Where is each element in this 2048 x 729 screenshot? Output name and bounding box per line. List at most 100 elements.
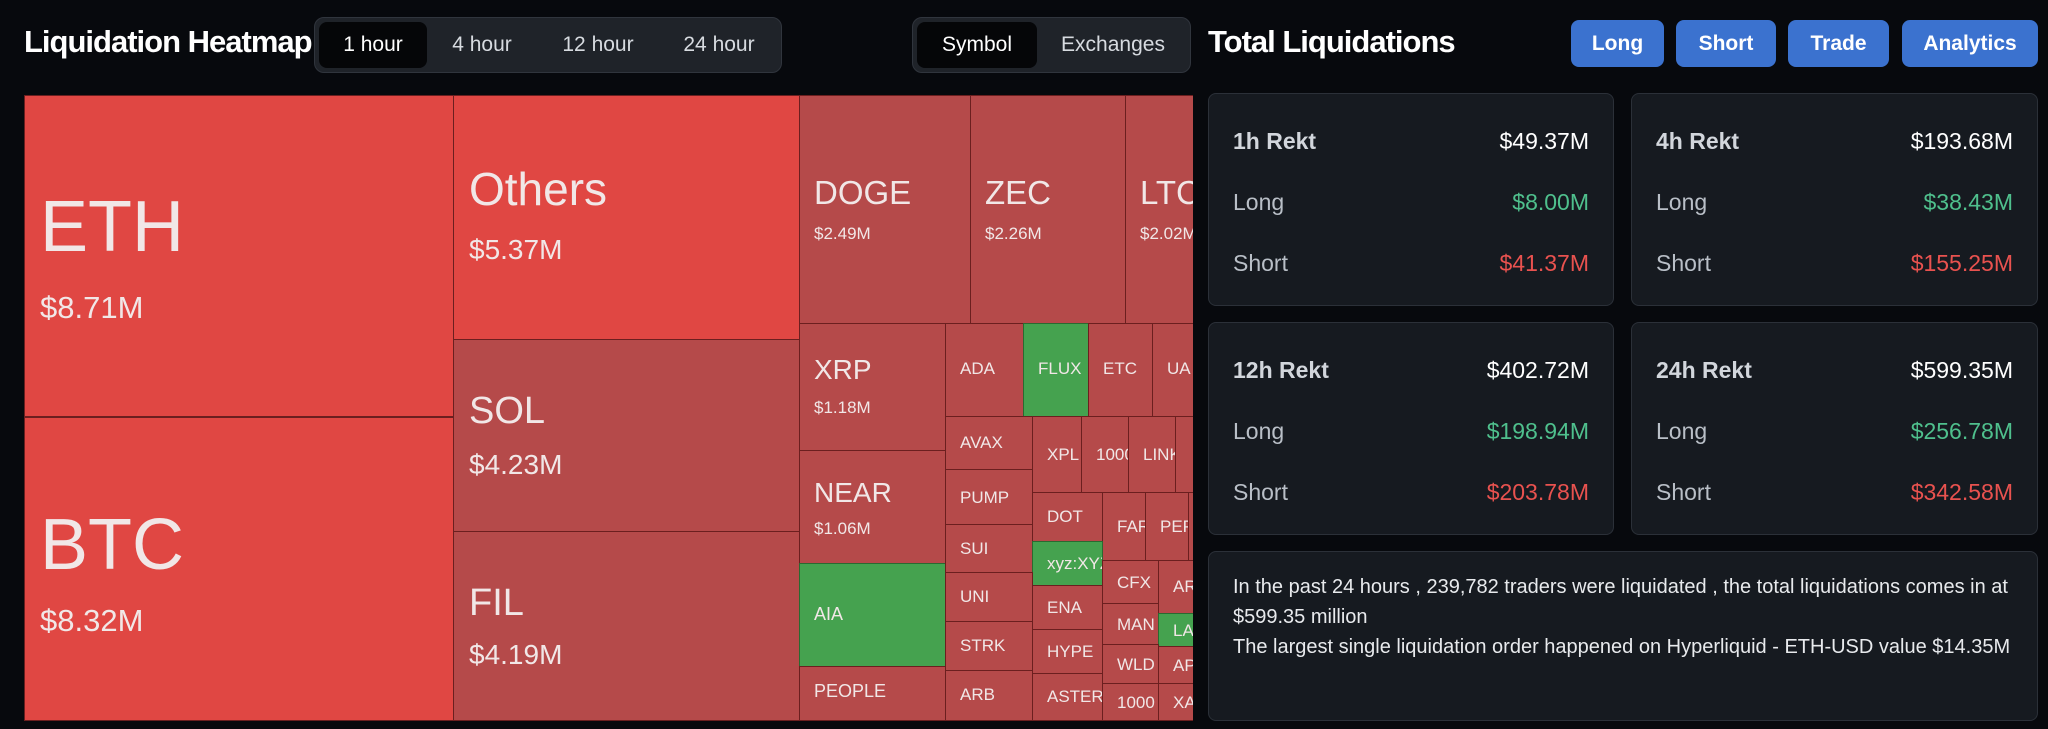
- cell-symbol: AIA: [814, 604, 844, 624]
- cell-symbol: LINK: [1143, 445, 1175, 464]
- cell-symbol: XRP: [814, 354, 872, 385]
- heatmap-cell-wld[interactable]: WLD: [1102, 644, 1159, 684]
- long-button[interactable]: Long: [1571, 20, 1664, 67]
- heatmap-cell-1000-b[interactable]: 1000: [1102, 683, 1159, 721]
- cell-symbol: PEOPLE: [814, 681, 887, 701]
- heatmap-cell-la[interactable]: LA: [1158, 613, 1193, 647]
- long-value: $8.00M: [1512, 189, 1589, 215]
- heatmap-cell-others[interactable]: Others $5.37M: [453, 95, 800, 340]
- heatmap-cell-aia[interactable]: AIA: [799, 563, 946, 667]
- cell-symbol: ARB: [960, 685, 995, 704]
- card-total: $599.35M: [1910, 357, 2013, 383]
- cell-symbol: XPL: [1047, 445, 1080, 464]
- heatmap-cell-link[interactable]: LINK: [1128, 416, 1176, 493]
- cell-symbol: UNI: [960, 587, 990, 606]
- heatmap-cell-ltc[interactable]: LTC $2.02M: [1125, 95, 1193, 324]
- cell-symbol: BTC: [40, 505, 184, 585]
- heatmap-cell-pump[interactable]: PUMP: [945, 469, 1033, 525]
- rekt-card-4h: 4h Rekt $193.68M Long $38.43M Short $155.25…: [1631, 93, 2038, 306]
- heatmap-cell-ua[interactable]: UA: [1152, 323, 1193, 417]
- heatmap-cell-eth[interactable]: ETH $8.71M: [24, 95, 454, 417]
- cell-symbol: 1000: [1096, 445, 1128, 464]
- heatmap-cell-etc[interactable]: ETC: [1088, 323, 1153, 417]
- heatmap-cell-ar[interactable]: AR: [1158, 560, 1193, 614]
- cell-symbol: Others: [469, 163, 608, 215]
- cell-symbol: ADA: [960, 359, 995, 378]
- cell-symbol: PEP: [1160, 517, 1188, 536]
- heatmap-cell-aster[interactable]: ASTER: [1032, 673, 1103, 721]
- long-label: Long: [1233, 189, 1285, 215]
- heatmap-cell-tiny[interactable]: [1188, 492, 1193, 561]
- heatmap-cell-ena[interactable]: ENA: [1032, 585, 1103, 630]
- heatmap-cell-avax[interactable]: AVAX: [945, 416, 1033, 470]
- timeframe-4-hour[interactable]: 4 hour: [452, 33, 512, 56]
- card-label: 12h Rekt: [1233, 357, 1329, 383]
- cell-symbol: SUI: [960, 539, 989, 558]
- analytics-button[interactable]: Analytics: [1902, 20, 2038, 67]
- tab-exchanges[interactable]: Exchanges: [1061, 33, 1165, 56]
- heatmap-cell-hype[interactable]: HYPE: [1032, 629, 1103, 674]
- summary-line-2: The largest single liquidation order hap…: [1233, 636, 2011, 658]
- heatmap-cell-btc[interactable]: BTC $8.32M: [24, 417, 454, 721]
- total-liquidations-title: Total Liquidations: [1208, 24, 1456, 59]
- heatmap-cell-small[interactable]: [1175, 416, 1193, 493]
- heatmap-cell-fil[interactable]: FIL $4.19M: [453, 531, 800, 721]
- heatmap-cell-xrp[interactable]: XRP $1.18M: [799, 323, 946, 451]
- heatmap-cell-near[interactable]: NEAR $1.06M: [799, 450, 946, 564]
- long-value: $198.94M: [1486, 418, 1589, 444]
- summary-line-1: In the past 24 hours , 239,782 traders w…: [1233, 576, 2008, 628]
- long-label: Long: [1656, 189, 1708, 215]
- heatmap-cell-uni[interactable]: UNI: [945, 572, 1033, 622]
- cell-value: $8.32M: [40, 603, 144, 638]
- long-label: Long: [1233, 418, 1285, 444]
- cell-symbol: DOGE: [814, 174, 912, 211]
- long-label: Long: [1656, 418, 1708, 444]
- heatmap-cell-people[interactable]: PEOPLE: [799, 666, 946, 721]
- heatmap-cell-dot[interactable]: DOT: [1032, 492, 1103, 542]
- heatmap-cell-ada[interactable]: ADA: [945, 323, 1024, 417]
- tab-symbol[interactable]: Symbol: [917, 22, 1037, 68]
- cell-symbol: SOL: [469, 390, 546, 432]
- cell-value: $1.18M: [814, 398, 871, 417]
- heatmap-cell-far[interactable]: FAR: [1102, 492, 1146, 561]
- heatmap-cell-man[interactable]: MAN: [1102, 603, 1159, 645]
- heatmap-cell-ap[interactable]: AP: [1158, 646, 1193, 684]
- short-value: $203.78M: [1486, 479, 1589, 505]
- short-label: Short: [1656, 250, 1711, 276]
- heatmap-cell-strk[interactable]: STRK: [945, 621, 1033, 671]
- cell-symbol: WLD: [1117, 655, 1155, 674]
- cell-symbol: NEAR: [814, 477, 892, 508]
- cell-symbol: AP: [1173, 656, 1193, 675]
- timeframe-1-hour[interactable]: 1 hour: [319, 22, 427, 68]
- timeframe-selector: 1 hour 4 hour 12 hour 24 hour: [314, 17, 782, 73]
- heatmap-cell-flux[interactable]: FLUX: [1023, 323, 1089, 417]
- cell-symbol: MAN: [1117, 615, 1155, 634]
- heatmap-cell-cfx[interactable]: CFX: [1102, 560, 1159, 604]
- timeframe-12-hour[interactable]: 12 hour: [562, 33, 634, 56]
- cell-value: $8.71M: [40, 290, 144, 325]
- heatmap-cell-sui[interactable]: SUI: [945, 524, 1033, 573]
- trade-button[interactable]: Trade: [1788, 20, 1889, 67]
- cell-symbol: AR: [1173, 577, 1193, 596]
- card-total: $49.37M: [1499, 128, 1589, 154]
- cell-symbol: XA: [1173, 693, 1193, 712]
- cell-value: $1.06M: [814, 519, 871, 538]
- short-label: Short: [1233, 250, 1288, 276]
- cell-value: $4.19M: [469, 639, 563, 670]
- heatmap-cell-xpl[interactable]: XPL: [1032, 416, 1082, 493]
- heatmap-cell-pep[interactable]: PEP: [1145, 492, 1189, 561]
- heatmap-cell-xyz[interactable]: xyz:XYZ: [1032, 541, 1103, 586]
- cell-symbol: FAR: [1117, 517, 1145, 536]
- heatmap-cell-xa[interactable]: XA: [1158, 683, 1193, 721]
- heatmap-cell-sol[interactable]: SOL $4.23M: [453, 339, 800, 532]
- rekt-card-24h: 24h Rekt $599.35M Long $256.78M Short $342.…: [1631, 322, 2038, 535]
- cell-symbol: ETC: [1103, 359, 1137, 378]
- timeframe-24-hour[interactable]: 24 hour: [683, 33, 755, 56]
- heatmap-cell-1000[interactable]: 1000: [1081, 416, 1129, 493]
- heatmap-cell-arb[interactable]: ARB: [945, 670, 1033, 721]
- cell-symbol: 1000: [1117, 693, 1155, 712]
- heatmap-cell-zec[interactable]: ZEC $2.26M: [970, 95, 1126, 324]
- short-button[interactable]: Short: [1676, 20, 1776, 67]
- heatmap-cell-doge[interactable]: DOGE $2.49M: [799, 95, 971, 324]
